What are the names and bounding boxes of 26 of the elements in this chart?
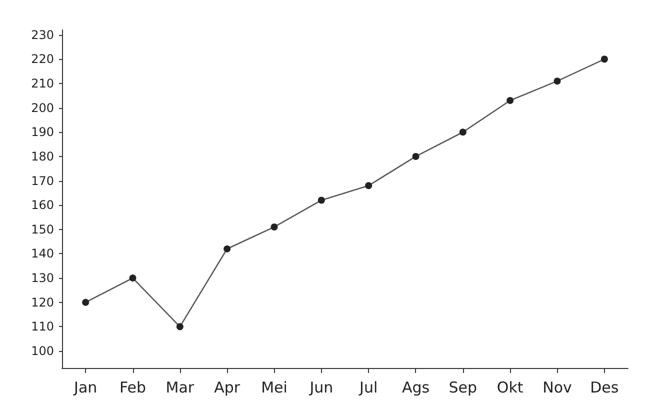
y-tick-label: 160 [31,198,54,212]
y-tick-label: 130 [31,271,54,286]
y-tick-label: 190 [31,125,54,140]
y-tick-label: 230 [31,28,54,42]
y-tick-label: 220 [31,52,54,66]
x-tick-label: Feb [119,378,146,396]
x-tick-label: Mei [261,378,288,396]
x-tick-label: Sep [448,378,478,396]
x-tick-label: Jun [308,378,334,396]
x-tick-label: Ags [402,378,430,396]
x-tick-label: Mar [166,378,195,396]
y-tick-label: 180 [31,149,54,164]
x-tick-label: Apr [214,378,241,396]
x-tick-label: Des [590,378,619,396]
y-tick-label: 100 [31,344,54,358]
y-tick-label: 210 [31,76,54,90]
x-tick-label: Jul [358,378,378,396]
x-tick-label: Okt [496,378,524,396]
x-tick-label: Jan [73,378,98,396]
y-tick-label: 140 [31,246,54,261]
x-tick-label: Nov [542,378,572,396]
y-tick-label: 110 [31,320,54,334]
y-tick-label: 150 [31,222,54,236]
y-tick-label: 200 [31,100,54,115]
y-tick-label: 120 [31,295,54,310]
y-tick-label: 170 [31,174,54,188]
